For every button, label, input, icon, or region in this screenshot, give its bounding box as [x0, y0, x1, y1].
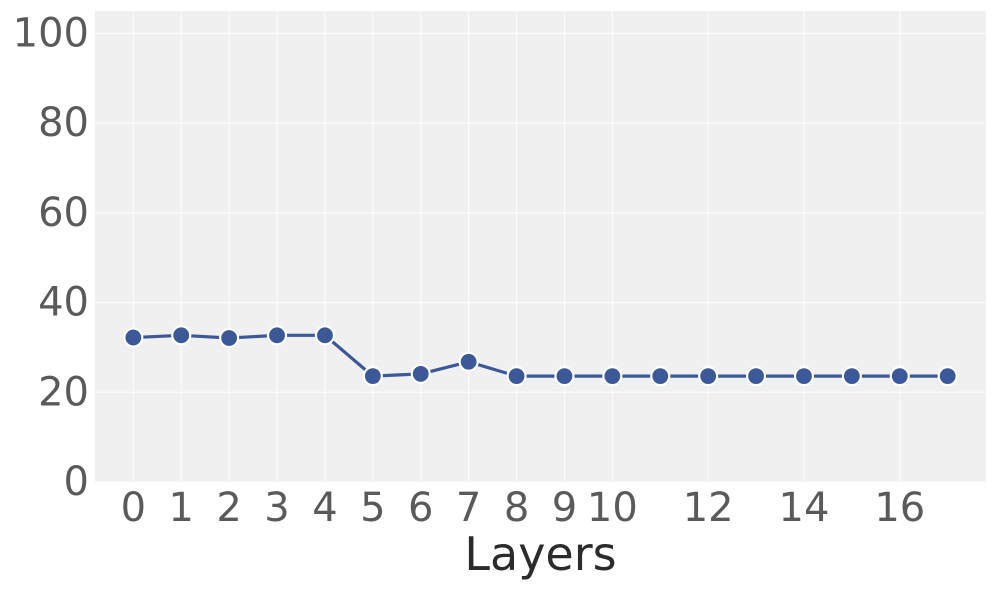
data-point	[554, 366, 575, 387]
data-point	[889, 366, 910, 387]
x-tick-label: 5	[360, 485, 385, 531]
x-tick-label: 6	[408, 485, 433, 531]
data-point	[458, 351, 479, 372]
x-tick-label: 7	[456, 485, 481, 531]
data-point	[841, 366, 862, 387]
x-tick-label: 2	[216, 485, 241, 531]
data-point	[314, 325, 336, 346]
y-tick-label: 40	[38, 280, 89, 326]
data-point	[698, 366, 719, 387]
data-point	[171, 325, 192, 346]
grid	[95, 11, 986, 483]
data-point	[506, 366, 527, 387]
plot-area	[95, 11, 986, 482]
y-tick-label: 80	[38, 100, 89, 146]
x-tick-label: 14	[779, 485, 830, 531]
data-point	[362, 366, 383, 387]
data-point	[266, 325, 288, 346]
data-point	[793, 366, 815, 387]
data-point	[602, 366, 623, 387]
data-point	[123, 327, 144, 348]
data-point	[937, 366, 958, 387]
y-tick-label: 20	[38, 369, 89, 415]
x-axis-title: Layers	[464, 527, 616, 581]
x-tick-label: 3	[264, 485, 289, 531]
data-point	[745, 366, 767, 387]
y-tick-label: 100	[13, 10, 89, 56]
x-tick-label: 9	[552, 485, 577, 531]
x-tick-label: 16	[874, 485, 925, 531]
x-tick-label: 1	[168, 485, 193, 531]
x-tick-label: 8	[504, 485, 529, 531]
data-point	[650, 366, 671, 387]
x-tick-label: 10	[587, 485, 638, 531]
data-point	[410, 363, 431, 384]
x-axis-ticks: 0 1 2 3 4 5 6 7 8 9 10 12 14 16	[121, 485, 926, 531]
x-tick-label: 4	[312, 485, 337, 531]
x-tick-label: 12	[683, 485, 734, 531]
y-tick-label: 0	[64, 459, 89, 505]
y-tick-label: 60	[38, 190, 89, 236]
data-points	[123, 325, 958, 387]
x-tick-label: 0	[121, 485, 146, 531]
data-point	[219, 327, 240, 349]
y-axis-ticks: 0 20 40 60 80 100	[13, 10, 89, 505]
